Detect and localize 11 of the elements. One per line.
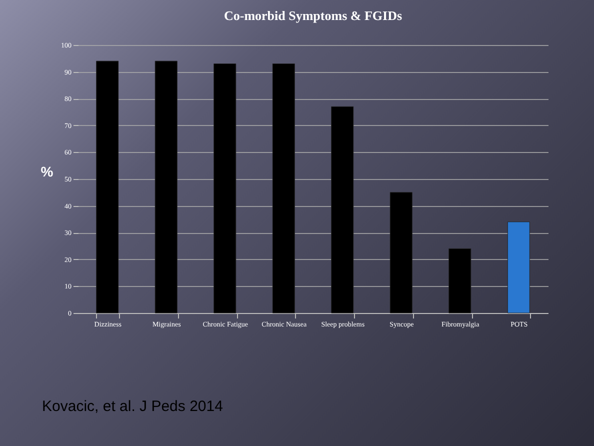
bar: [154, 60, 178, 314]
bar: [272, 64, 295, 314]
bar: [390, 192, 412, 314]
text: Kovacic, et al. J Peds 2014: [42, 398, 223, 415]
bar: [214, 64, 236, 314]
bar: [448, 248, 472, 314]
bar: [96, 60, 119, 314]
bar: [507, 222, 530, 314]
bar: [331, 106, 354, 314]
chart-title: Co-morbid Symptoms & FGIDs: [224, 8, 402, 23]
y-axis-title: %: [40, 164, 54, 180]
